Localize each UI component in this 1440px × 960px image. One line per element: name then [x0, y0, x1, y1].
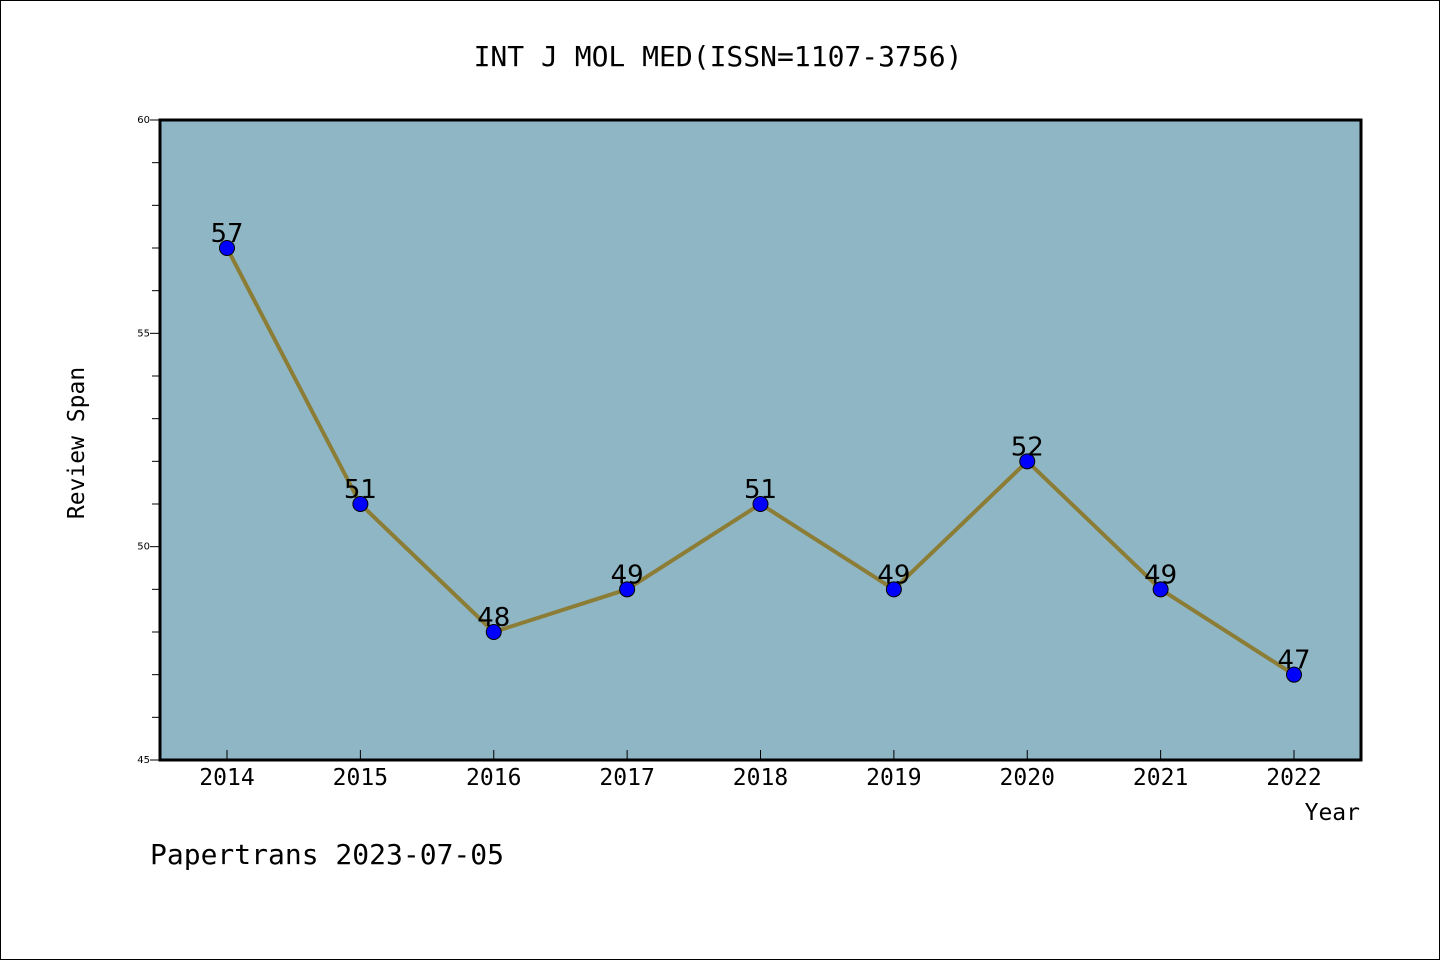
y-axis-label: Review Span — [64, 367, 90, 519]
y-tick-label: 60 — [137, 115, 150, 126]
data-point — [752, 496, 769, 512]
data-label: 57 — [210, 219, 243, 249]
data-label: 49 — [877, 560, 910, 590]
x-tick-label: 2021 — [1133, 765, 1188, 791]
data-label: 48 — [477, 603, 510, 633]
x-tick-label: 2019 — [866, 765, 921, 791]
data-label: 51 — [344, 475, 377, 505]
footer-credit: Papertrans 2023-07-05 — [150, 838, 504, 871]
y-axis: 45 50 55 60 — [137, 115, 160, 766]
data-point — [1152, 581, 1169, 598]
data-point — [219, 240, 235, 256]
data-point — [619, 581, 636, 598]
x-tick-label: 2016 — [466, 765, 521, 791]
x-tick-label: 2022 — [1266, 765, 1321, 791]
data-point — [352, 496, 369, 512]
data-point — [1019, 453, 1036, 470]
x-axis-label: Year — [1305, 800, 1360, 826]
x-tick-label: 2018 — [733, 765, 788, 791]
x-tick-label: 2014 — [199, 765, 254, 791]
chart-title: INT J MOL MED(ISSN=1107-3756) — [474, 40, 963, 73]
data-label: 52 — [1011, 432, 1044, 462]
x-tick-label: 2015 — [333, 765, 388, 791]
data-labels: 57 51 48 49 51 49 52 49 47 — [210, 219, 1310, 676]
data-point — [1286, 666, 1302, 683]
y-tick-label: 50 — [137, 542, 150, 553]
x-tick-label: 2020 — [1000, 765, 1055, 791]
data-point — [885, 581, 902, 598]
data-label: 51 — [744, 475, 777, 505]
plot-area — [158, 118, 1363, 762]
data-label: 49 — [611, 560, 644, 590]
series-markers — [219, 240, 1302, 683]
x-axis: 2014 2015 2016 2017 2018 2019 2020 2021 2022 — [199, 750, 1322, 791]
data-label: 49 — [1144, 560, 1177, 590]
y-tick-label: 45 — [137, 755, 150, 766]
data-point — [485, 624, 502, 640]
y-tick-label: 55 — [137, 328, 150, 339]
data-label: 47 — [1277, 646, 1310, 676]
x-tick-label: 2017 — [599, 765, 654, 791]
